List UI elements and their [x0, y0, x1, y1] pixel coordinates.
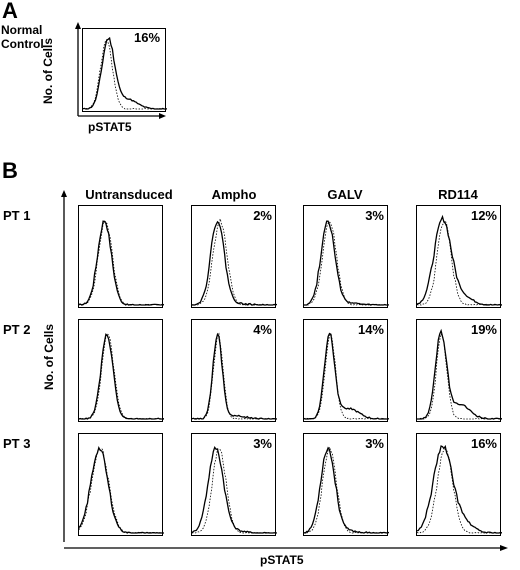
plot-pt2-galv-solid-series	[304, 332, 389, 420]
row-label-pt1: PT 1	[3, 208, 31, 223]
plot-pt3-ampho-percent: 3%	[253, 436, 272, 451]
plot-pt1-ampho-percent: 2%	[253, 208, 272, 223]
plot-pt3-galv	[303, 433, 389, 536]
panel-a-histogram	[83, 36, 167, 110]
panel-a-x-label: pSTAT5	[88, 120, 132, 134]
plot-pt2-rd114-histogram	[417, 328, 502, 420]
plot-pt2-ampho	[191, 319, 277, 422]
plot-pt2-galv-histogram	[304, 332, 389, 420]
plot-pt2-galv-dotted-series	[304, 333, 389, 420]
plot-pt2-galv	[303, 319, 389, 422]
panel-b-axes	[61, 190, 508, 551]
plot-pt3-rd114-percent: 16%	[470, 436, 497, 451]
panel-b-x-label: pSTAT5	[260, 553, 304, 567]
plot-pt3-galv-solid-series	[304, 446, 389, 534]
plot-pt1-galv	[303, 205, 389, 308]
panel-a-letter: A	[2, 0, 18, 23]
plot-pt3-ampho-histogram	[192, 445, 277, 534]
plot-pt3-ampho-dotted-series	[192, 448, 277, 534]
plot-pt3-untransduced-dotted-series	[79, 447, 164, 534]
plot-pt2-ampho-percent: 4%	[253, 322, 272, 337]
plot-pt3-ampho-solid-series	[192, 445, 277, 534]
plot-pt1-galv-dotted-series	[304, 220, 389, 306]
plot-pt1-galv-histogram	[304, 220, 389, 306]
column-label-rd114: RD114	[438, 187, 478, 202]
plot-pt1-rd114	[416, 205, 502, 308]
plot-pt3-galv-dotted-series	[304, 446, 389, 534]
plot-pt2-rd114	[416, 319, 502, 422]
plot-pt1-untransduced	[78, 205, 164, 308]
plot-pt2-galv-percent: 14%	[357, 322, 384, 337]
panel-a-percent: 16%	[134, 30, 161, 45]
plot-pt3-untransduced-solid-series	[79, 445, 164, 534]
plot-pt1-rd114-dotted-series	[417, 219, 502, 306]
plot-pt1-ampho	[191, 205, 277, 308]
panel-a-row-label-line2: Control	[1, 37, 44, 51]
panel-b-letter: B	[2, 158, 18, 183]
plot-pt1-ampho-histogram	[192, 217, 277, 306]
plot-pt2-ampho-dotted-series	[192, 332, 277, 420]
plot-pt3-untransduced-histogram	[79, 445, 164, 534]
plot-pt3-galv-histogram	[304, 446, 389, 534]
plot-pt2-ampho-histogram	[192, 332, 277, 420]
plot-pt2-ampho-solid-series	[192, 332, 277, 420]
plot-pt1-rd114-percent: 12%	[470, 208, 497, 223]
panel-a-row-label-line1: Normal	[1, 23, 43, 37]
plot-pt3-galv-percent: 3%	[365, 436, 384, 451]
plot-pt2-untransduced-solid-series	[79, 333, 164, 420]
plot-pt3-untransduced	[78, 433, 164, 536]
plot-pt1-untransduced-solid-series	[79, 220, 164, 306]
plot-pt1-rd114-solid-series	[417, 214, 502, 306]
panel-a-dotted-series	[83, 39, 167, 110]
panel-a-y-label: No. of Cells	[41, 38, 55, 105]
panel-a-solid-series	[83, 36, 167, 110]
panel-a-axes	[75, 22, 166, 119]
plot-pt2-untransduced-dotted-series	[79, 332, 164, 420]
column-label-ampho: Ampho	[211, 187, 257, 202]
column-label-galv: GALV	[327, 187, 363, 202]
plot-pt3-ampho	[191, 433, 277, 536]
panel-a-plot	[82, 28, 167, 112]
plot-pt3-rd114-dotted-series	[417, 449, 502, 534]
row-label-pt2: PT 2	[3, 322, 31, 337]
plot-pt1-galv-percent: 3%	[365, 208, 384, 223]
plot-pt3-rd114-solid-series	[417, 444, 502, 534]
plot-pt1-ampho-solid-series	[192, 220, 277, 306]
row-label-pt3: PT 3	[3, 436, 31, 451]
panel-b-y-label: No. of Cells	[42, 324, 56, 391]
plot-pt1-untransduced-dotted-series	[79, 220, 164, 306]
plot-pt1-galv-solid-series	[304, 220, 389, 306]
plot-pt2-rd114-percent: 19%	[470, 322, 497, 337]
plot-pt1-rd114-histogram	[417, 214, 502, 306]
plot-pt3-rd114	[416, 433, 502, 536]
plot-pt2-rd114-solid-series	[417, 328, 502, 420]
plot-pt1-untransduced-histogram	[79, 220, 164, 306]
column-label-untransduced: Untransduced	[85, 187, 173, 202]
plot-pt2-untransduced-histogram	[79, 332, 164, 420]
plot-pt2-untransduced	[78, 319, 164, 422]
plot-pt3-rd114-histogram	[417, 444, 502, 534]
